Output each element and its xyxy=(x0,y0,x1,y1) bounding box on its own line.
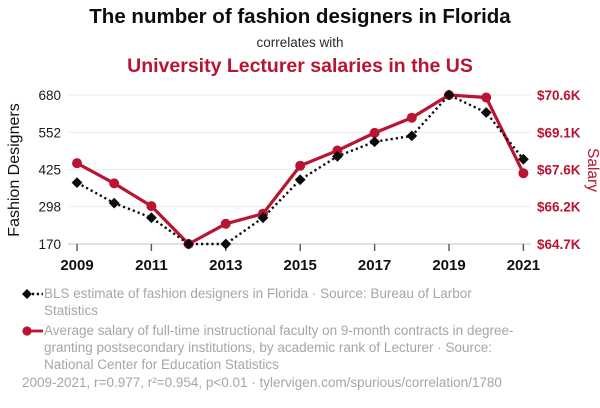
x-axis-tick-label: 2015 xyxy=(284,257,317,274)
salary-data-point xyxy=(369,127,380,138)
left-axis-tick-label: 170 xyxy=(38,237,61,252)
red-circle-solid-marker-icon xyxy=(22,326,43,336)
right-axis-tick-label: $66.2K xyxy=(537,200,581,215)
right-axis-title: Salary xyxy=(584,148,600,192)
chart-title: The number of fashion designers in Flori… xyxy=(89,5,511,28)
legend-label-fashion-designers: BLS estimate of fashion designers in Flo… xyxy=(44,286,472,318)
salary-data-point xyxy=(109,178,120,189)
black-diamond-dotted-marker-icon xyxy=(22,289,43,299)
chart-header: The number of fashion designers in Flori… xyxy=(0,5,600,78)
fashion-designers-data-point xyxy=(406,130,418,142)
x-axis-tick-label: 2013 xyxy=(209,257,242,274)
fashion-designers-data-point xyxy=(518,153,529,165)
right-axis-tick-label: $69.1K xyxy=(537,125,581,140)
fashion-designers-data-point xyxy=(220,238,232,250)
left-axis-tick-label: 552 xyxy=(38,125,61,140)
x-axis-tick-label: 2011 xyxy=(135,257,168,274)
fashion-designers-data-point xyxy=(294,174,306,186)
salary-data-point xyxy=(518,168,529,179)
left-axis-title: Fashion Designers xyxy=(6,103,23,236)
salary-data-point xyxy=(220,218,231,229)
chart-connector-text: correlates with xyxy=(256,34,344,50)
fashion-designers-data-point xyxy=(183,238,194,250)
legend-entry-fashion-designers: BLS estimate of fashion designers in Flo… xyxy=(20,285,528,319)
legend-entry-lecturer-salary: Average salary of full-time instructiona… xyxy=(20,322,528,373)
chart-legend: BLS estimate of fashion designers in Flo… xyxy=(20,285,528,376)
left-axis-tick-label: 425 xyxy=(38,163,61,178)
fashion-designers-data-point xyxy=(369,136,380,148)
right-axis-tick-label: $70.6K xyxy=(537,88,581,103)
fashion-designers-data-point xyxy=(71,177,83,189)
salary-data-point xyxy=(406,112,417,123)
left-axis-tick-label: 680 xyxy=(38,88,61,103)
right-axis-tick-label: $67.6K xyxy=(537,163,581,178)
stats-footer: 2009-2021, r=0.977, r²=0.954, p<0.01 · t… xyxy=(22,375,502,390)
x-axis-tick-label: 2021 xyxy=(507,257,540,274)
correlation-line-chart: 680 $70.6K 552 $69.1K 425 $67.6K 298 $66.2K 170 $… xyxy=(6,88,600,274)
salary-data-point xyxy=(146,201,157,212)
legend-label-lecturer-salary: Average salary of full-time instructiona… xyxy=(44,323,514,372)
salary-data-point xyxy=(295,160,306,171)
left-axis-tick-label: 298 xyxy=(38,200,61,215)
x-axis-tick-label: 2009 xyxy=(60,257,93,274)
fashion-designers-data-point xyxy=(443,89,455,101)
x-axis-tick-label: 2017 xyxy=(358,257,391,274)
fashion-designers-data-point xyxy=(332,150,343,162)
fashion-designers-data-point xyxy=(146,212,157,224)
fashion-designers-data-point xyxy=(257,212,269,224)
chart-subtitle: University Lecturer salaries in the US xyxy=(127,54,473,77)
salary-data-point xyxy=(332,145,343,156)
right-axis-tick-label: $64.7K xyxy=(537,237,581,252)
salary-data-point xyxy=(72,158,82,169)
fashion-designers-data-point xyxy=(108,197,120,209)
x-axis-tick-label: 2019 xyxy=(432,257,465,274)
salary-data-point xyxy=(481,92,492,103)
